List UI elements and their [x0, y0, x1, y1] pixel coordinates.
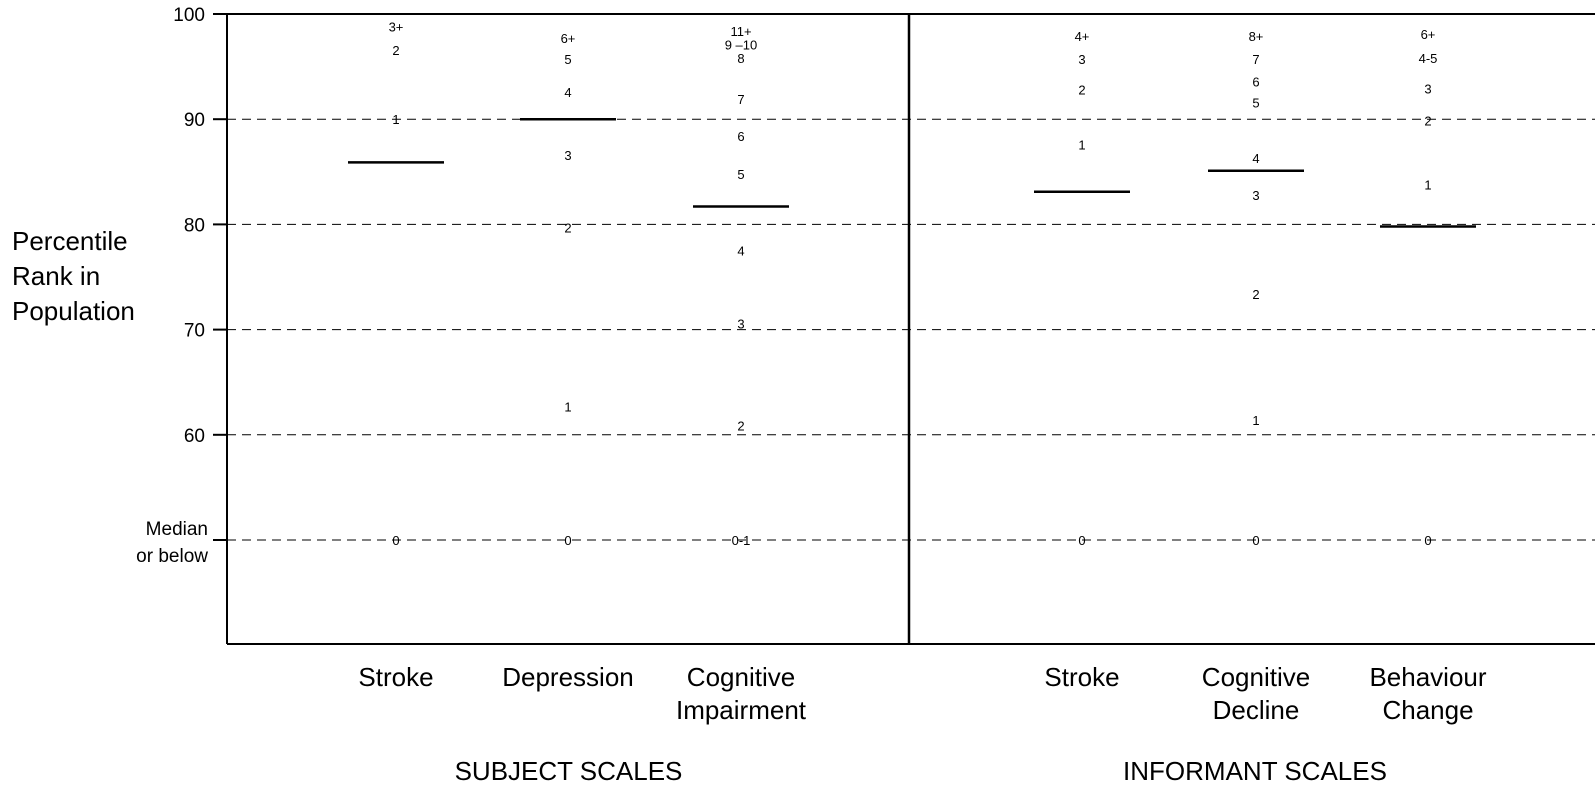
y-axis: 100 90 80 70 60 Median or below Percentile Rank … — [12, 5, 227, 567]
score-label: 7 — [737, 92, 744, 107]
score-label: 3 — [737, 316, 744, 331]
y-axis-title: Percentile — [12, 226, 128, 256]
median-label: or below — [136, 546, 208, 567]
score-label: 3 — [564, 148, 571, 163]
score-label: 2 — [564, 221, 571, 236]
score-label: 6 — [1252, 74, 1259, 89]
score-label: 3 — [1424, 82, 1431, 97]
score-label: 1 — [1424, 177, 1431, 192]
score-label: 8 — [737, 51, 744, 66]
score-label: 4 — [1252, 151, 1259, 166]
score-label: 0-1 — [732, 533, 751, 548]
score-label: 0 — [1424, 533, 1431, 548]
score-label: 4-5 — [1419, 51, 1438, 66]
scale-name: Behaviour — [1369, 662, 1486, 692]
score-label: 4 — [737, 244, 744, 259]
y-tick-label: 90 — [184, 110, 205, 131]
score-label: 1 — [564, 399, 571, 414]
score-marks: 3+ 2 1 0 6+ 5 4 3 2 1 0 11+9 –108 7 6 5 4 3 2 0-1 4+ 3 2 1 0 8+ 7… — [348, 20, 1476, 548]
score-label: 5 — [1252, 95, 1259, 110]
score-label: 2 — [1424, 113, 1431, 128]
score-label: 3 — [1078, 52, 1085, 67]
scale-name: Cognitive — [1202, 662, 1310, 692]
y-tick-label: 60 — [184, 426, 205, 447]
score-label: 1 — [1252, 413, 1259, 428]
score-label: 0 — [1252, 533, 1259, 548]
score-label: 0 — [564, 533, 571, 548]
score-label: 5 — [564, 52, 571, 67]
y-axis-title: Population — [12, 296, 135, 326]
scale-name: Stroke — [1044, 662, 1119, 692]
score-label: 4 — [564, 85, 571, 100]
y-axis-title: Rank in — [12, 261, 100, 291]
score-label: 6+ — [561, 31, 576, 46]
x-axis-labels: Stroke Depression CognitiveImpairmentSUBJE… — [358, 662, 1486, 786]
median-label: Median — [146, 519, 208, 540]
score-label: 4+ — [1075, 29, 1090, 44]
score-label: 0 — [1078, 533, 1085, 548]
score-label: 6+ — [1421, 27, 1436, 42]
score-label: 2 — [392, 43, 399, 58]
scale-name: Impairment — [676, 695, 807, 725]
y-tick-label: 80 — [184, 215, 205, 236]
score-label: 0 — [392, 533, 399, 548]
gridlines — [227, 118, 1595, 541]
scale-name: Depression — [502, 662, 634, 692]
score-label: 9 –10 — [725, 38, 758, 53]
score-label: 1 — [1078, 137, 1085, 152]
scale-name: Cognitive — [687, 662, 795, 692]
score-label: 2 — [1078, 83, 1085, 98]
score-label: 2 — [737, 418, 744, 433]
group-label: INFORMANT SCALES — [1123, 756, 1387, 786]
score-label: 7 — [1252, 52, 1259, 67]
score-label: 5 — [737, 167, 744, 182]
score-label: 6 — [737, 129, 744, 144]
score-label: 2 — [1252, 287, 1259, 302]
group-label: SUBJECT SCALES — [455, 756, 683, 786]
score-label: 11+ — [730, 24, 751, 39]
scale-name: Change — [1382, 695, 1473, 725]
y-tick-label: 100 — [173, 5, 205, 26]
scale-name: Stroke — [358, 662, 433, 692]
plot-frame — [226, 13, 1595, 645]
y-tick-label: 70 — [184, 321, 205, 342]
score-label: 8+ — [1249, 29, 1264, 44]
scale-name: Decline — [1213, 695, 1300, 725]
score-label: 3+ — [389, 20, 404, 35]
score-label: 1 — [392, 112, 399, 127]
score-label: 3 — [1252, 188, 1259, 203]
